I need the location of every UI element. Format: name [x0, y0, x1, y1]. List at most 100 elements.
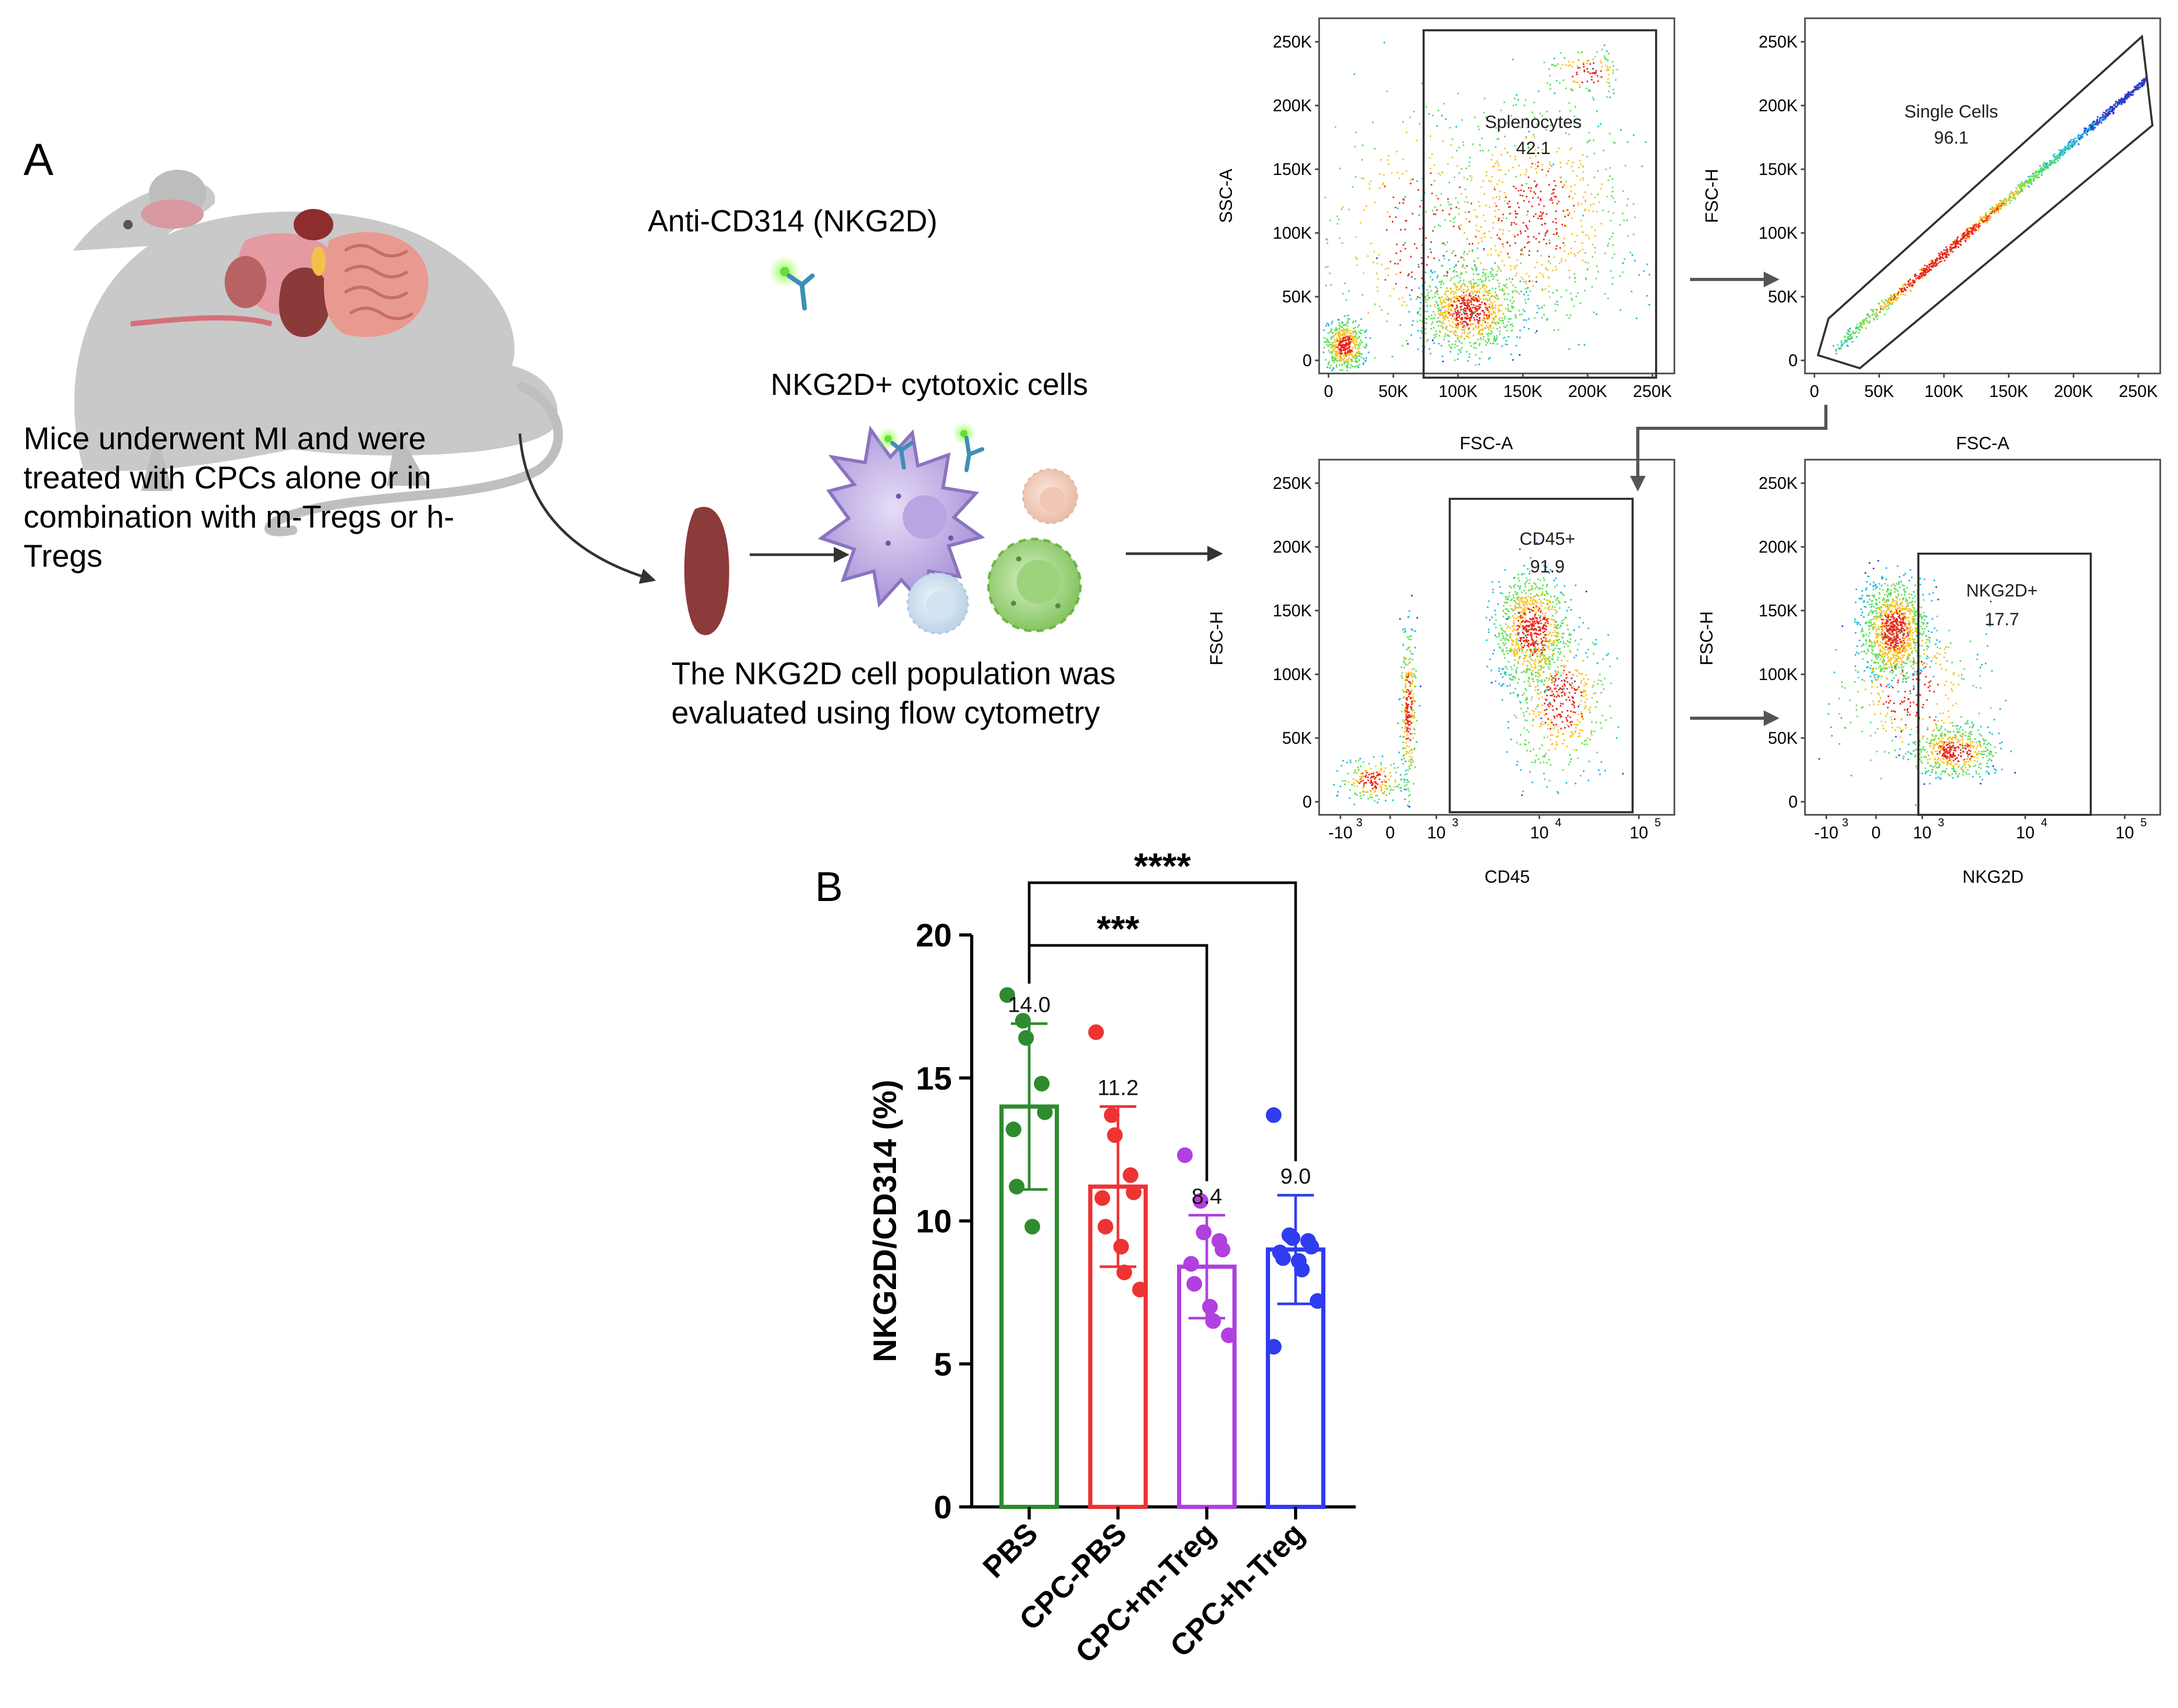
gate-value: 17.7 [1985, 610, 2019, 629]
gate-single-cells [1816, 34, 2154, 370]
y-tick-label: 200K [1758, 537, 1798, 556]
x-tick-label: 200K [2054, 382, 2093, 401]
significance-label: *** [1097, 908, 1139, 949]
x-tick-exponent: 3 [1452, 816, 1458, 829]
x-tick-label: -10 [1329, 823, 1353, 842]
flow-caption-line-2: evaluated using flow cytometry [671, 695, 1100, 730]
x-tick-exponent: 3 [1356, 816, 1362, 829]
x-tick-label: 10 [1629, 823, 1648, 842]
gate-name: Single Cells [1904, 102, 1998, 122]
gate-nkg2d [1917, 553, 2092, 816]
antibody-icon [769, 256, 815, 311]
x-tick-label: 10 [1530, 823, 1549, 842]
data-point [1177, 1147, 1193, 1163]
y-tick-label: 15 [916, 1061, 952, 1097]
value-label: 11.2 [1098, 1075, 1139, 1100]
x-tick-label: 10 [2115, 823, 2134, 842]
panel-a: A Mice underwent MI and were treated wit… [24, 17, 2161, 887]
data-point [1126, 1184, 1142, 1200]
data-point [1088, 1024, 1104, 1040]
x-tick-exponent: 4 [1555, 816, 1562, 829]
data-point [1098, 1219, 1113, 1235]
y-tick-label: 150K [1758, 160, 1798, 179]
y-tick-label: 150K [1758, 601, 1798, 620]
gate-value: 96.1 [1934, 128, 1969, 148]
flow-plot-events [1833, 77, 2148, 355]
x-axis-label: FSC-A [1956, 434, 2009, 453]
cells-label: NKG2D+ cytotoxic cells [771, 368, 1088, 402]
flow-cytometry-plots: Splenocytes 42.1 0 50K 100K 150K 200K 250K 0 5… [1207, 17, 2161, 887]
y-tick-label: 50K [1768, 729, 1798, 747]
data-point [1266, 1107, 1282, 1123]
x-tick-label: 0 [1871, 823, 1881, 842]
data-point [1116, 1265, 1132, 1281]
spleen-icon [684, 507, 729, 635]
y-tick-label: 50K [1768, 287, 1798, 306]
x-tick-label: 150K [1504, 382, 1543, 401]
y-tick-label: 100K [1758, 224, 1798, 242]
flow-plot-events [1818, 559, 2016, 806]
y-tick-label: 100K [1273, 224, 1312, 242]
y-tick-labels: 0 50K 100K 150K 200K 250K [1273, 32, 1319, 370]
data-point [1024, 1219, 1040, 1235]
y-tick-label: 100K [1273, 665, 1312, 684]
data-point [1205, 1313, 1221, 1329]
mouse-caption: Mice underwent MI and were treated with … [24, 421, 455, 574]
mouse-caption-line-3: combination with m-Tregs or h- [24, 499, 455, 534]
flow-plot-nkg2d: NKG2D+ 17.7 0 50K 100K 150K 200K 250K -10 3 0 10… [1697, 459, 2161, 887]
x-tick-label: 50K [1379, 382, 1408, 401]
value-label: 8.4 [1192, 1184, 1222, 1209]
y-tick-label: 100K [1758, 665, 1798, 684]
data-point [1113, 1238, 1129, 1255]
data-point [1037, 1104, 1053, 1120]
y-tick-label: 250K [1758, 474, 1798, 493]
data-point [1104, 1107, 1120, 1123]
data-point [1006, 1121, 1021, 1138]
y-tick-labels: 0 50K 100K 150K 200K 250K [1758, 474, 1805, 811]
x-tick-exponent: 5 [1655, 816, 1661, 829]
mouse-caption-line-4: Tregs [24, 539, 102, 574]
gate-splenocytes [1423, 29, 1657, 379]
y-tick-label: 0 [1788, 792, 1798, 811]
x-tick-label: 250K [1633, 382, 1672, 401]
nkg2d-cells-illustration [818, 422, 1082, 635]
flow-plot-splenocytes: Splenocytes 42.1 0 50K 100K 150K 200K 250K 0 5… [1216, 17, 1675, 453]
y-tick-label: 250K [1273, 32, 1312, 51]
x-tick-label: 10 [1427, 823, 1446, 842]
y-tick-label: 0 [1302, 792, 1312, 811]
x-tick-label: 150K [1989, 382, 2029, 401]
data-point [1132, 1281, 1148, 1297]
data-point [1285, 1230, 1300, 1246]
data-point [1186, 1276, 1202, 1292]
x-tick-label: 200K [1568, 382, 1608, 401]
data-point [1215, 1242, 1230, 1258]
mouse-illustration [73, 170, 563, 536]
x-tick-label: 250K [2119, 382, 2158, 401]
gate-value: 42.1 [1516, 138, 1551, 158]
flow-plot-frame [1804, 17, 2161, 375]
flow-plot-events [1322, 42, 1651, 372]
significance-label: **** [1134, 846, 1192, 886]
flow-plot-frame [1318, 459, 1675, 816]
data-point [1107, 1127, 1123, 1143]
data-point [999, 987, 1015, 1003]
data-point [1018, 1030, 1034, 1046]
y-tick-label: 0 [1302, 351, 1312, 370]
flow-plot-frame [1804, 459, 2161, 816]
gate-cd45 [1449, 498, 1634, 813]
y-axis-title: NKG2D/CD314 (%) [867, 1080, 903, 1362]
y-tick-label: 250K [1758, 32, 1798, 51]
x-tick-label: 0 [1385, 823, 1395, 842]
y-tick-label: 200K [1273, 96, 1312, 115]
data-point [1015, 1013, 1031, 1029]
y-tick-label: 150K [1273, 160, 1312, 179]
mouse-caption-line-1: Mice underwent MI and were [24, 421, 426, 456]
gate-value: 91.9 [1530, 557, 1565, 577]
value-label: 9.0 [1280, 1164, 1311, 1188]
data-point [1310, 1293, 1325, 1309]
